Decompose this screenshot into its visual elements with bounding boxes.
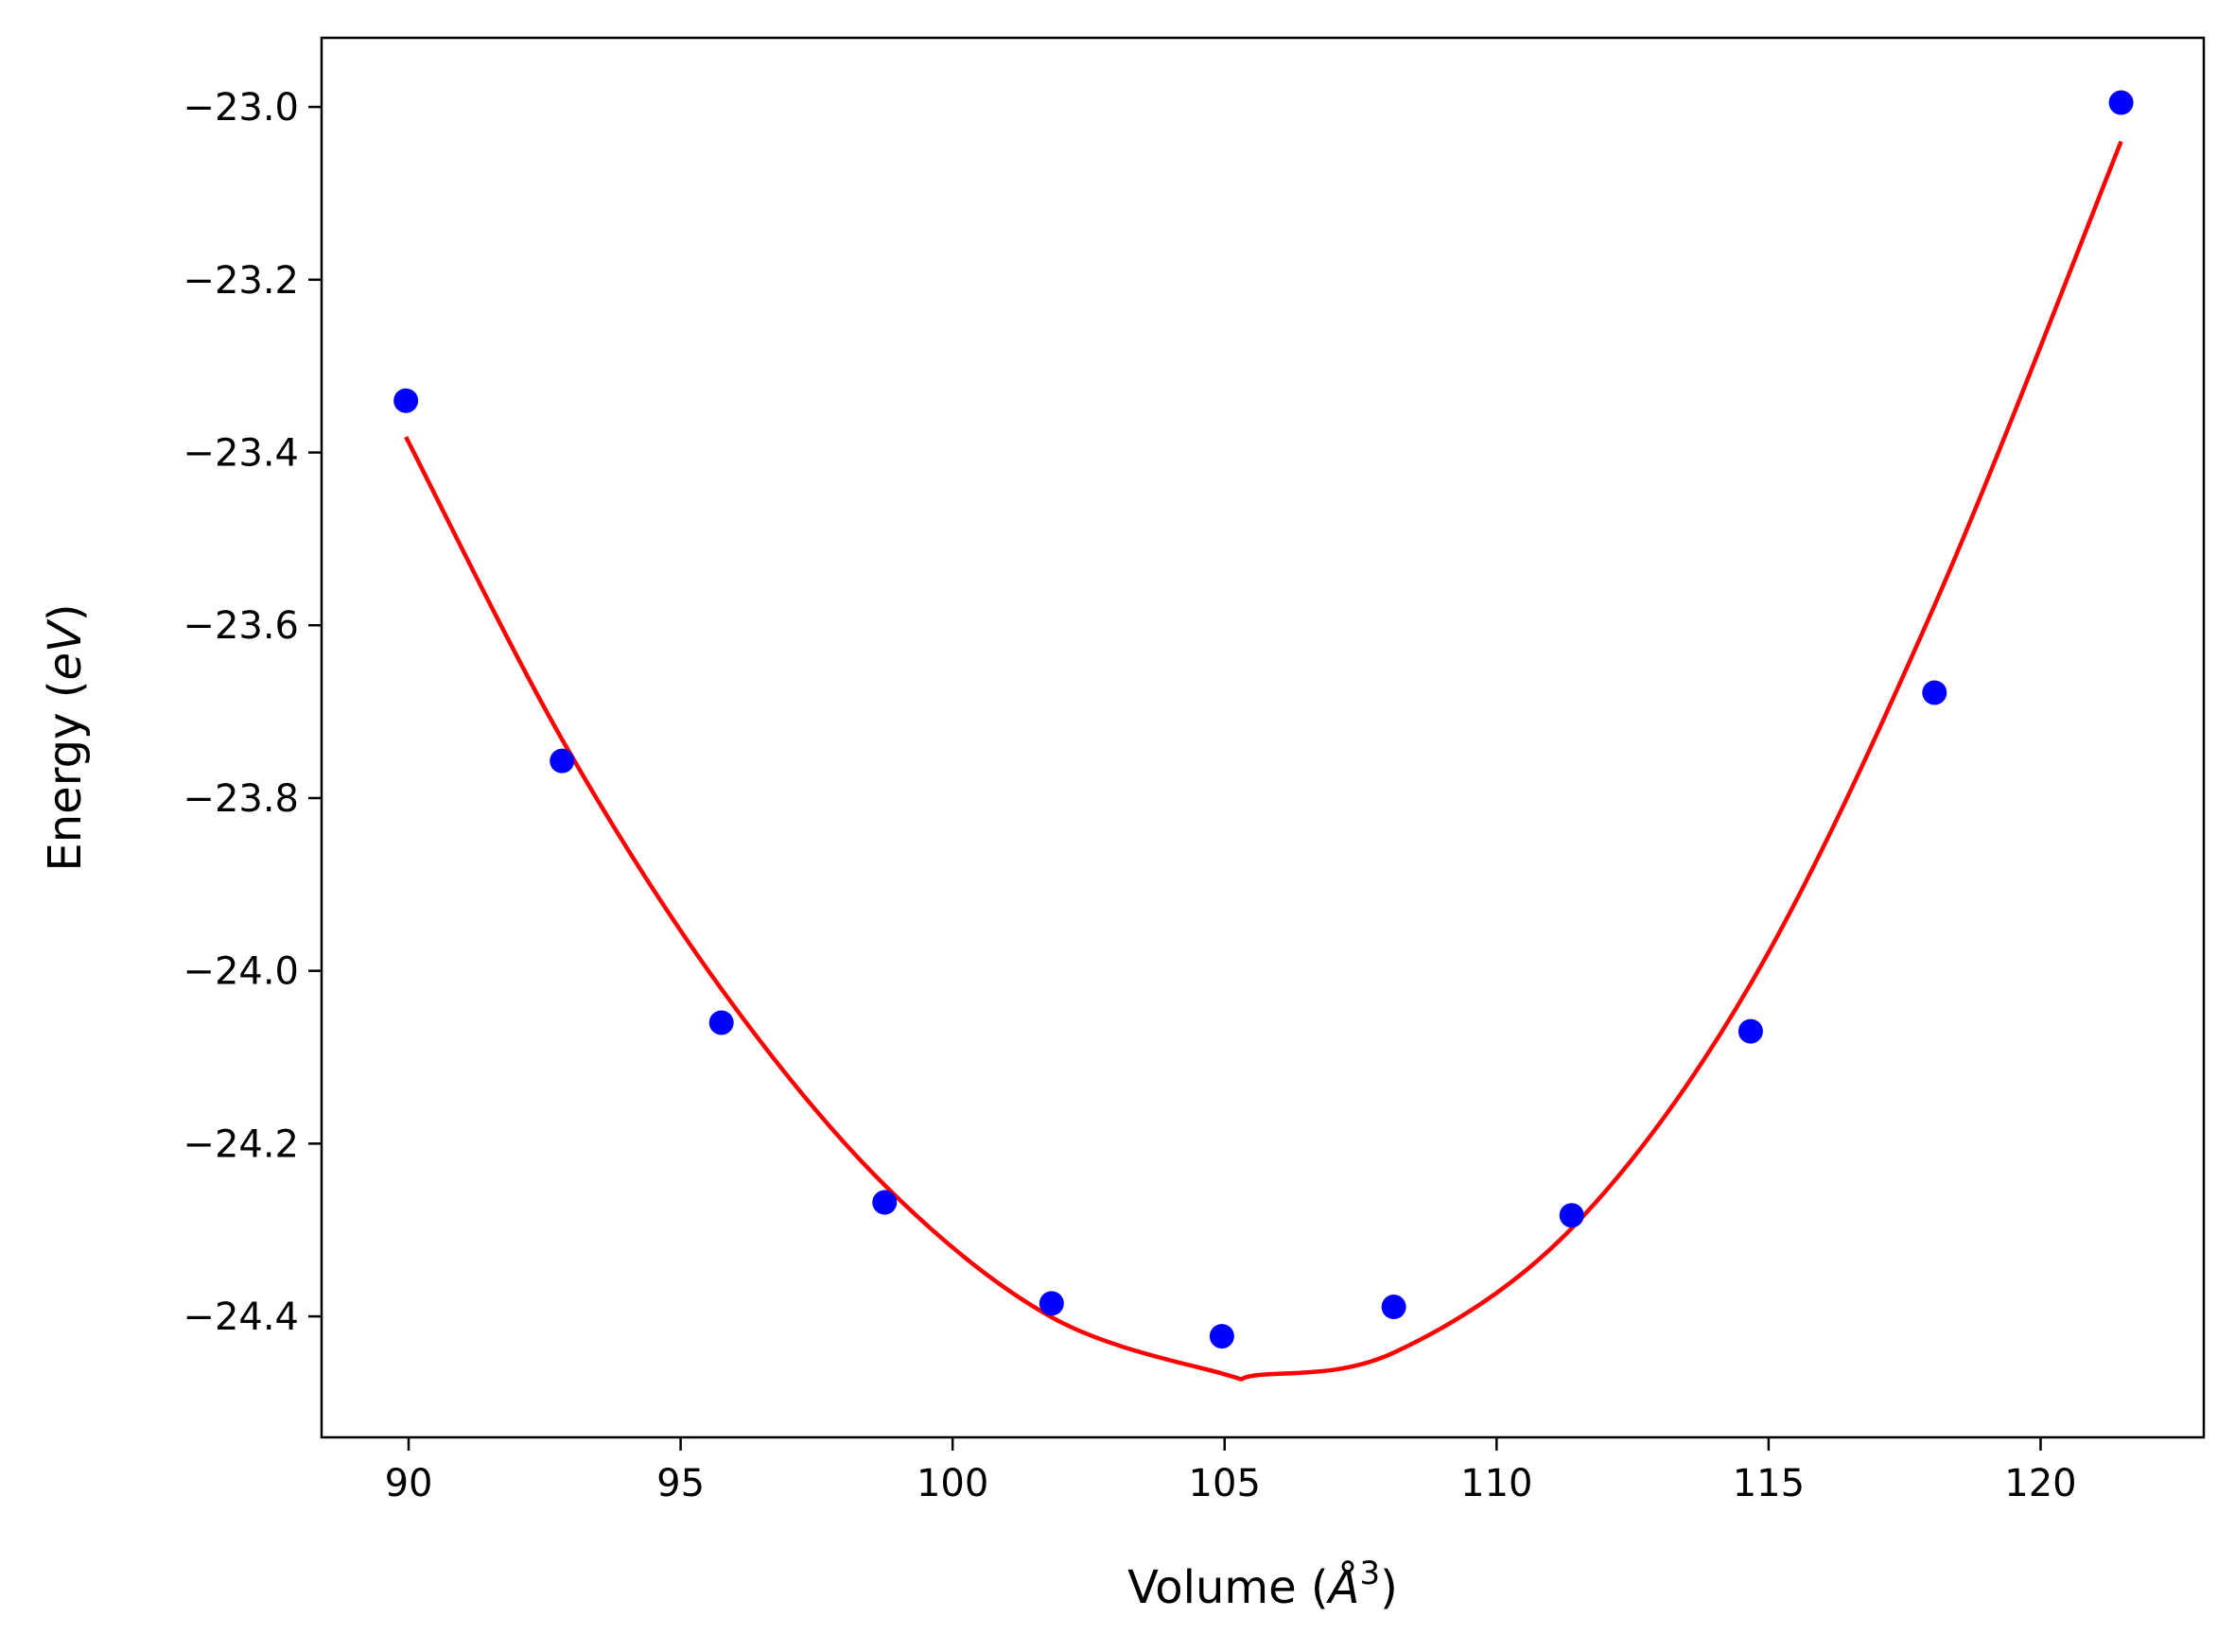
data-point bbox=[393, 388, 419, 413]
x-tick-label: 105 bbox=[1189, 1462, 1261, 1505]
y-tick-label: −24.2 bbox=[183, 1122, 299, 1166]
plot-area bbox=[322, 38, 2204, 1437]
x-axis-label-symbol: Å bbox=[1326, 1560, 1360, 1614]
y-axis: −23.0 −23.2 −23.4 −23.6 −23.8 −24.0 −24.2 −24.4 bbox=[183, 86, 322, 1339]
data-point bbox=[1381, 1295, 1406, 1320]
data-point bbox=[1737, 1018, 1763, 1044]
y-tick-label: −23.6 bbox=[183, 604, 299, 648]
y-tick-label: −23.4 bbox=[183, 432, 299, 476]
fit-curve bbox=[404, 140, 2123, 1382]
data-point bbox=[2108, 90, 2134, 115]
data-point bbox=[1559, 1203, 1584, 1228]
data-point bbox=[1922, 680, 1947, 705]
y-axis-label-suffix: ) bbox=[39, 603, 92, 621]
y-tick-label: −24.0 bbox=[183, 950, 299, 994]
y-axis-label: Energy (eV) bbox=[39, 603, 92, 871]
data-point bbox=[872, 1190, 898, 1215]
data-points-layer bbox=[393, 90, 2134, 1349]
y-tick-label: −24.4 bbox=[183, 1296, 299, 1339]
x-axis-label-superscript: 3 bbox=[1359, 1555, 1380, 1592]
y-axis-label-unit: eV bbox=[39, 618, 92, 681]
data-point bbox=[1039, 1291, 1064, 1316]
x-tick-label: 100 bbox=[917, 1462, 988, 1505]
x-axis: 90 95 100 105 110 115 120 bbox=[385, 1437, 2077, 1505]
y-tick-label: −23.8 bbox=[183, 777, 299, 821]
x-tick-label: 95 bbox=[656, 1462, 705, 1505]
x-tick-label: 115 bbox=[1733, 1462, 1805, 1505]
x-axis-label-suffix: ) bbox=[1380, 1561, 1398, 1614]
x-tick-label: 90 bbox=[385, 1462, 433, 1505]
data-point bbox=[550, 748, 575, 774]
fit-curve-layer bbox=[404, 140, 2123, 1382]
data-point bbox=[1209, 1324, 1234, 1349]
x-axis-label: Volume (Å3) bbox=[1127, 1555, 1398, 1614]
plot-frame bbox=[320, 36, 2206, 1439]
x-tick-label: 120 bbox=[2004, 1462, 2076, 1505]
y-tick-label: −23.2 bbox=[183, 259, 299, 303]
x-tick-label: 110 bbox=[1460, 1462, 1532, 1505]
x-axis-label-prefix: Volume ( bbox=[1127, 1561, 1329, 1614]
data-point bbox=[708, 1010, 734, 1035]
y-axis-label-prefix: Energy ( bbox=[39, 681, 92, 872]
y-tick-label: −23.0 bbox=[183, 86, 299, 130]
